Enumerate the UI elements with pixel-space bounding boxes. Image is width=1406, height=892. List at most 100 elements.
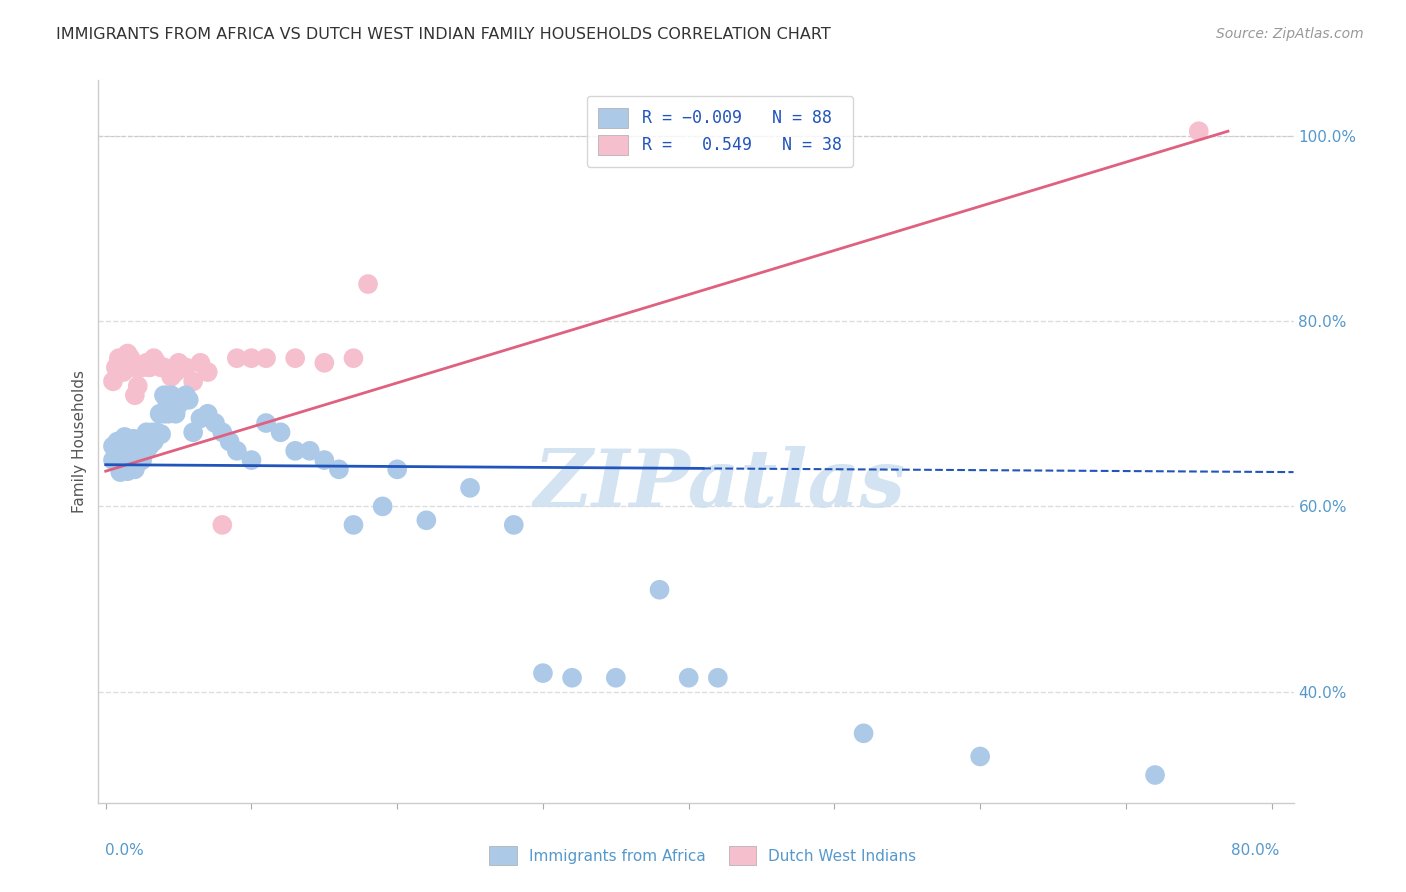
Point bbox=[141, 425, 163, 440]
Point bbox=[163, 392, 186, 407]
Point bbox=[112, 450, 135, 465]
Point bbox=[104, 360, 127, 375]
Point bbox=[127, 449, 149, 463]
Point bbox=[707, 671, 730, 685]
Point bbox=[1144, 768, 1167, 782]
Point bbox=[190, 411, 212, 425]
Point bbox=[138, 360, 160, 375]
Point bbox=[174, 360, 197, 375]
Point bbox=[225, 351, 247, 366]
Point bbox=[124, 462, 146, 476]
Legend: R = −0.009   N = 88, R =   0.549   N = 38: R = −0.009 N = 88, R = 0.549 N = 38 bbox=[586, 95, 853, 167]
Point bbox=[165, 365, 187, 379]
Point bbox=[112, 434, 135, 449]
Point bbox=[124, 434, 146, 449]
Point bbox=[114, 356, 136, 370]
Point bbox=[110, 443, 132, 458]
Point bbox=[118, 356, 141, 370]
Point bbox=[678, 671, 700, 685]
Point bbox=[131, 443, 153, 458]
Point bbox=[342, 351, 364, 366]
Point bbox=[142, 351, 165, 366]
Point bbox=[128, 443, 150, 458]
Point bbox=[117, 464, 139, 478]
Text: Source: ZipAtlas.com: Source: ZipAtlas.com bbox=[1216, 27, 1364, 41]
Point bbox=[121, 434, 143, 449]
Point bbox=[648, 582, 671, 597]
Point bbox=[128, 434, 150, 449]
Point bbox=[101, 439, 124, 453]
Point bbox=[117, 436, 139, 450]
Text: IMMIGRANTS FROM AFRICA VS DUTCH WEST INDIAN FAMILY HOUSEHOLDS CORRELATION CHART: IMMIGRANTS FROM AFRICA VS DUTCH WEST IND… bbox=[56, 27, 831, 42]
Point bbox=[145, 356, 167, 370]
Point bbox=[150, 360, 173, 375]
Point bbox=[120, 351, 142, 366]
Point bbox=[1188, 124, 1211, 138]
Point bbox=[131, 433, 153, 447]
Point bbox=[160, 388, 183, 402]
Point bbox=[181, 425, 204, 440]
Point bbox=[122, 432, 145, 446]
Point bbox=[177, 392, 200, 407]
Point bbox=[153, 360, 176, 375]
Point bbox=[142, 434, 165, 449]
Point bbox=[120, 455, 142, 469]
Point bbox=[121, 443, 143, 458]
Point bbox=[254, 416, 277, 430]
Legend: Immigrants from Africa, Dutch West Indians: Immigrants from Africa, Dutch West India… bbox=[484, 840, 922, 871]
Point bbox=[150, 427, 173, 442]
Point bbox=[342, 517, 364, 532]
Point bbox=[101, 375, 124, 389]
Point bbox=[298, 443, 321, 458]
Point bbox=[128, 455, 150, 469]
Point bbox=[165, 407, 187, 421]
Point bbox=[328, 462, 350, 476]
Point bbox=[181, 375, 204, 389]
Point bbox=[108, 351, 131, 366]
Point bbox=[149, 407, 172, 421]
Point bbox=[160, 369, 183, 384]
Point bbox=[118, 439, 141, 453]
Point bbox=[153, 407, 176, 421]
Point bbox=[502, 517, 524, 532]
Point bbox=[211, 425, 233, 440]
Point bbox=[122, 360, 145, 375]
Text: 80.0%: 80.0% bbox=[1232, 843, 1279, 858]
Point bbox=[314, 453, 336, 467]
Point bbox=[204, 416, 226, 430]
Point bbox=[112, 365, 135, 379]
Point bbox=[284, 351, 307, 366]
Point bbox=[117, 445, 139, 459]
Point bbox=[240, 453, 263, 467]
Point bbox=[314, 356, 336, 370]
Point bbox=[167, 356, 190, 370]
Point bbox=[124, 443, 146, 458]
Point bbox=[138, 427, 160, 442]
Point bbox=[197, 365, 219, 379]
Point bbox=[115, 351, 138, 366]
Point bbox=[254, 351, 277, 366]
Point bbox=[120, 433, 142, 447]
Point bbox=[105, 449, 128, 463]
Point bbox=[458, 481, 481, 495]
Point bbox=[415, 513, 437, 527]
Point bbox=[357, 277, 380, 291]
Point bbox=[135, 356, 157, 370]
Point bbox=[121, 453, 143, 467]
Point bbox=[969, 749, 991, 764]
Point bbox=[121, 356, 143, 370]
Point bbox=[138, 439, 160, 453]
Point bbox=[167, 397, 190, 411]
Point bbox=[156, 392, 179, 407]
Point bbox=[240, 351, 263, 366]
Point bbox=[561, 671, 583, 685]
Point bbox=[127, 436, 149, 450]
Point bbox=[117, 455, 139, 469]
Point bbox=[131, 360, 153, 375]
Point bbox=[385, 462, 409, 476]
Point bbox=[114, 439, 136, 453]
Point bbox=[131, 453, 153, 467]
Point bbox=[156, 388, 179, 402]
Point bbox=[112, 442, 135, 456]
Text: ZIPatlas: ZIPatlas bbox=[534, 446, 905, 524]
